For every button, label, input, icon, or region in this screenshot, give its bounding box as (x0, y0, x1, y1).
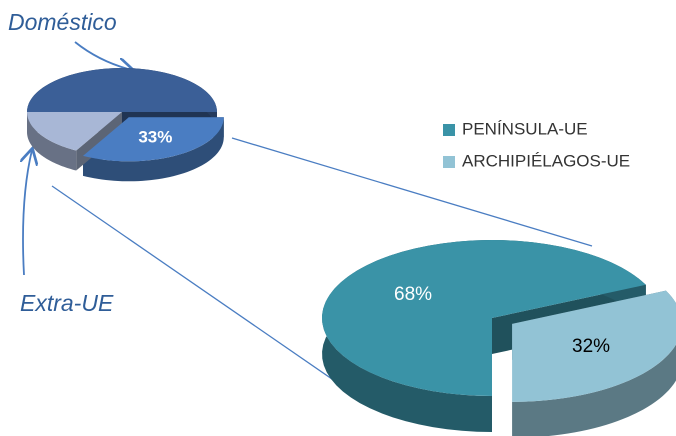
legend-swatch (443, 156, 455, 168)
data-label: 32% (572, 336, 610, 357)
slice-side (83, 117, 224, 182)
data-label: 68% (394, 284, 432, 305)
slice (322, 240, 646, 396)
annotation: Extra-UE (20, 290, 114, 316)
slice (27, 68, 217, 112)
legend-label: ARCHIPIÉLAGOS-UE (462, 151, 630, 170)
legend-label: PENÍNSULA-UE (462, 119, 588, 138)
slice-side (512, 290, 676, 436)
data-label: 33% (138, 128, 172, 147)
annotation: Doméstico (8, 9, 117, 35)
annotation-arrow (23, 150, 32, 276)
legend-swatch (443, 124, 455, 136)
slice (27, 112, 122, 151)
annotation-arrow (74, 41, 132, 70)
slice-side (27, 112, 77, 171)
connector-line (231, 137, 593, 247)
slice (83, 117, 224, 162)
slice (512, 290, 676, 402)
connector-line (51, 185, 346, 389)
